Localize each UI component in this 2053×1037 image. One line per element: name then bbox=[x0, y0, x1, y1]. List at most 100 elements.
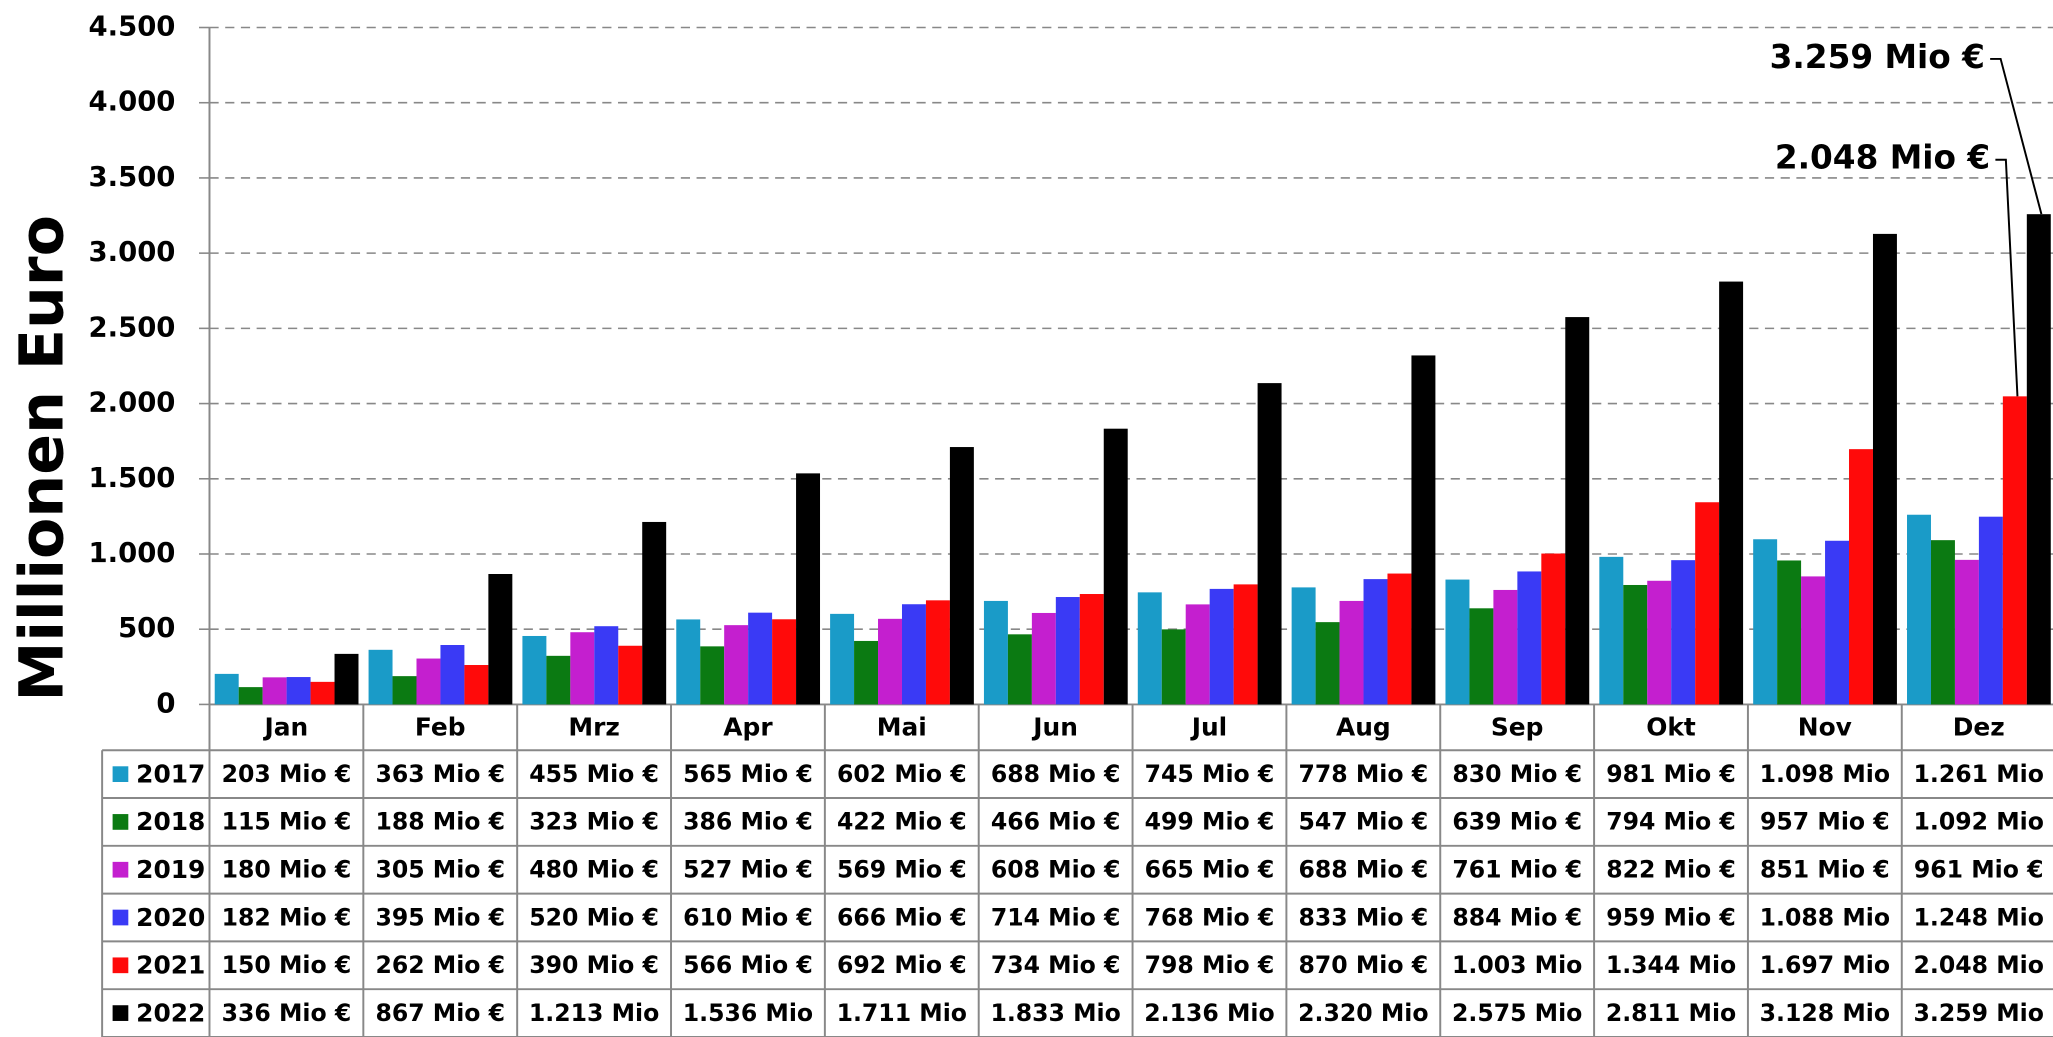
legend-swatch bbox=[112, 766, 129, 782]
bar bbox=[1007, 634, 1032, 705]
bar bbox=[488, 574, 513, 705]
bar bbox=[522, 635, 547, 705]
bar bbox=[594, 626, 619, 705]
table-cell: 520 Mio € bbox=[529, 903, 659, 931]
bar bbox=[440, 645, 465, 705]
table-cell: 851 Mio € bbox=[1760, 856, 1890, 884]
y-tick-label: 4.500 bbox=[89, 11, 176, 43]
table-cell: 1.003 Mio bbox=[1452, 951, 1582, 979]
y-tick-label: 1.000 bbox=[89, 537, 176, 569]
bar bbox=[1079, 594, 1104, 705]
table-cell: 1.248 Mio bbox=[1914, 903, 2044, 931]
bar bbox=[238, 687, 263, 705]
table-cell: 688 Mio € bbox=[1299, 856, 1429, 884]
table-cell: 822 Mio € bbox=[1606, 856, 1736, 884]
table-cell: 959 Mio € bbox=[1606, 903, 1736, 931]
legend-swatch bbox=[112, 909, 129, 926]
table-cell: 1.833 Mio bbox=[990, 999, 1120, 1027]
bar bbox=[2002, 396, 2027, 705]
bar bbox=[1849, 449, 1873, 705]
legend-label: 2022 bbox=[136, 998, 205, 1027]
table-cell: 1.213 Mio bbox=[529, 999, 659, 1027]
table-cell: 666 Mio € bbox=[837, 903, 967, 931]
table-cell: 395 Mio € bbox=[375, 903, 505, 931]
bar bbox=[1387, 573, 1412, 705]
table-cell: 867 Mio € bbox=[375, 999, 505, 1027]
table-cell: 1.711 Mio bbox=[837, 999, 967, 1027]
bar bbox=[1954, 559, 1979, 705]
bar bbox=[676, 619, 701, 705]
table-cell: 639 Mio € bbox=[1452, 808, 1582, 836]
bar bbox=[368, 649, 393, 705]
legend-swatch bbox=[112, 861, 129, 878]
table-cell: 386 Mio € bbox=[683, 808, 813, 836]
x-tick-label: Nov bbox=[1798, 713, 1852, 742]
table-cell: 566 Mio € bbox=[683, 951, 813, 979]
y-tick-label: 0 bbox=[156, 687, 175, 719]
table-cell: 547 Mio € bbox=[1299, 808, 1429, 836]
x-tick-label: Mai bbox=[877, 713, 927, 742]
table-cell: 480 Mio € bbox=[529, 856, 659, 884]
legend-label: 2018 bbox=[136, 807, 205, 836]
x-tick-label: Jan bbox=[263, 713, 309, 742]
table-cell: 565 Mio € bbox=[683, 760, 813, 788]
annotation: 3.259 Mio € bbox=[1770, 38, 1985, 76]
bar bbox=[214, 673, 239, 705]
bar bbox=[1565, 317, 1590, 705]
bar bbox=[1363, 579, 1388, 705]
bar bbox=[1209, 588, 1234, 705]
x-tick-label: Feb bbox=[415, 713, 466, 742]
table-cell: 188 Mio € bbox=[375, 808, 505, 836]
table-cell: 768 Mio € bbox=[1145, 903, 1275, 931]
bar bbox=[334, 653, 359, 705]
bar bbox=[1695, 502, 1720, 705]
bar bbox=[1493, 589, 1518, 705]
bar bbox=[1978, 516, 2003, 705]
legend-label: 2017 bbox=[136, 759, 205, 788]
bar bbox=[1671, 560, 1696, 705]
bar bbox=[983, 600, 1008, 705]
bar bbox=[1103, 428, 1128, 705]
bar bbox=[1825, 540, 1850, 705]
table-cell: 1.098 Mio bbox=[1760, 760, 1890, 788]
leader-line bbox=[1990, 57, 2043, 215]
table-cell: 665 Mio € bbox=[1145, 856, 1275, 884]
bar bbox=[796, 473, 821, 705]
y-tick-label: 4.000 bbox=[89, 86, 176, 118]
y-tick-label: 1.500 bbox=[89, 462, 176, 494]
legend-label: 2020 bbox=[136, 903, 205, 932]
table-cell: 1.261 Mio bbox=[1914, 760, 2044, 788]
x-tick-label: Dez bbox=[1953, 713, 2005, 742]
table-cell: 870 Mio € bbox=[1299, 951, 1429, 979]
table-cell: 798 Mio € bbox=[1145, 951, 1275, 979]
table-cell: 180 Mio € bbox=[222, 856, 352, 884]
table-cell: 2.136 Mio bbox=[1144, 999, 1274, 1027]
y-tick-label: 500 bbox=[118, 612, 175, 644]
y-axis-title: Millionen Euro bbox=[7, 215, 77, 701]
table-cell: 794 Mio € bbox=[1606, 808, 1736, 836]
bar bbox=[1445, 579, 1470, 705]
table-cell: 203 Mio € bbox=[222, 760, 352, 788]
table-cell: 422 Mio € bbox=[837, 808, 967, 836]
legend-swatch bbox=[112, 957, 129, 974]
bar bbox=[1517, 571, 1542, 705]
x-tick-label: Sep bbox=[1491, 713, 1544, 742]
legend-swatch bbox=[112, 1005, 129, 1021]
table-cell: 3.128 Mio bbox=[1760, 999, 1890, 1027]
table-cell: 182 Mio € bbox=[222, 903, 352, 931]
bar bbox=[854, 640, 879, 705]
bar bbox=[1647, 580, 1672, 705]
bar bbox=[1753, 539, 1778, 705]
bar bbox=[878, 618, 902, 705]
y-tick-label: 3.000 bbox=[89, 236, 176, 268]
table-cell: 830 Mio € bbox=[1452, 760, 1582, 788]
table-cell: 115 Mio € bbox=[222, 808, 352, 836]
x-tick-label: Jun bbox=[1031, 713, 1078, 742]
bar bbox=[949, 447, 974, 705]
bar bbox=[642, 521, 667, 705]
table-cell: 692 Mio € bbox=[837, 951, 967, 979]
bar bbox=[1137, 592, 1162, 705]
table-cell: 305 Mio € bbox=[375, 856, 505, 884]
table-cell: 455 Mio € bbox=[529, 760, 659, 788]
